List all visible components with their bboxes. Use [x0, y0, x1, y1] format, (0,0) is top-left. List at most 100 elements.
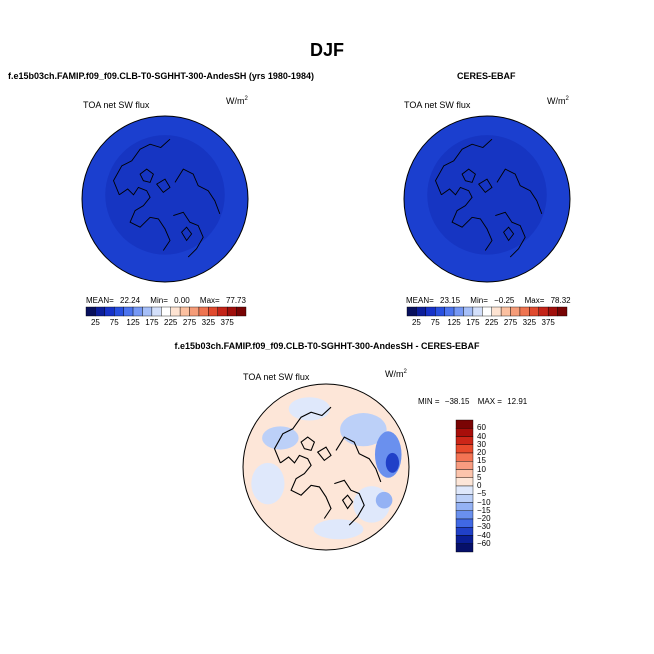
panel-3-colorbar-tick-label: −5 — [477, 489, 487, 499]
panel-2-colorbar-swatch — [557, 306, 568, 317]
panel-2-min-label: Min= — [470, 296, 488, 305]
panel-3-max-value: 12.91 — [507, 397, 528, 406]
coastline — [478, 178, 493, 194]
coastline — [119, 186, 171, 251]
panel-3-colorbar-tick-label: 5 — [477, 472, 482, 482]
panel-2-map-border — [403, 115, 571, 283]
page-title: DJF — [309, 40, 344, 60]
panel-3-colorbar-swatch — [455, 518, 474, 528]
panel-2-max-value: 78.32 — [550, 296, 571, 305]
panel-3-colorbar-tick-label: −60 — [477, 538, 491, 548]
panel-3-colorbar-swatch — [455, 477, 474, 487]
panel-3-colorbar-tick-label: 10 — [477, 464, 486, 474]
panel-2-colorbar-tick-label: 125 — [447, 318, 461, 327]
panel-2-field — [404, 116, 570, 282]
panel-3-colorbar-swatch — [455, 527, 474, 536]
panel-1-field — [82, 116, 248, 282]
panel-3-colorbar-tick-label: −20 — [477, 514, 491, 523]
panel-1-stats: MEAN= 22.24 Min= 0.00 Max= 77.73 — [86, 296, 246, 305]
panel-2-colorbar-tick-label: 275 — [503, 318, 518, 327]
coastline — [495, 211, 526, 258]
panel-2-colorbar-tick-label: 25 — [411, 318, 421, 327]
panel-1-mean-label: MEAN= — [86, 296, 114, 305]
panel-2-colorbar-tick-label: 175 — [466, 318, 480, 327]
panel-3-colorbar-swatch — [455, 452, 474, 462]
panel-2-mean-value: 23.15 — [440, 296, 461, 305]
coastline — [139, 168, 154, 183]
panel-3-max-label: MAX = — [477, 397, 502, 406]
coastline — [174, 168, 221, 215]
coastline — [496, 168, 543, 215]
panel-1-max-value: 77.73 — [225, 296, 246, 305]
panel-1-colorbar-tick-label: 375 — [220, 318, 234, 327]
panel-3-colorbar-tick-label: 30 — [477, 439, 486, 449]
panel-3-colorbar-tick-label: 20 — [477, 448, 486, 457]
panel-1-mean-value: 22.24 — [120, 296, 141, 305]
panel-3-colorbar-swatch — [455, 502, 474, 511]
panel-3-field — [243, 384, 409, 550]
panel-3-colorbar-tick-label: 40 — [477, 431, 486, 441]
panel-2-stats: MEAN= 23.15 Min= −0.25 Max= 78.32 — [406, 296, 571, 305]
panel-1-colorbar-tick-label: 325 — [201, 318, 216, 327]
panel-2-variable-label: TOA net SW flux — [404, 100, 471, 110]
coastline — [181, 226, 193, 242]
panel-3-anomaly-patch — [340, 413, 387, 447]
panel-3-anomaly-patch — [313, 519, 364, 540]
panel-1-min-label: Min= — [150, 296, 168, 305]
panel-3-anomaly-patch — [251, 462, 285, 505]
panel-3-colorbar-tick-label: 15 — [477, 456, 486, 466]
panel-3-min-label: MIN = — [418, 397, 440, 406]
panel-1-title: f.e15b03ch.FAMIP.f09_f09.CLB-T0-SGHHT-30… — [8, 71, 314, 81]
coastline — [113, 138, 171, 195]
panel-3-colorbar-swatch — [455, 444, 474, 454]
panel-3-colorbar-swatch — [455, 535, 474, 544]
panel-1-variable-label: TOA net SW flux — [83, 100, 150, 110]
coastline — [341, 494, 354, 510]
panel-3-stats: MIN = −38.15 MAX = 12.91 — [418, 397, 527, 406]
coastline — [280, 454, 332, 519]
panel-3-colorbar-swatch — [455, 543, 474, 553]
panel-3-min-value: −38.15 — [444, 397, 470, 406]
panel-1-colorbar-tick-label: 125 — [126, 318, 140, 327]
panel-3-map-border — [242, 383, 410, 551]
panel-1-colorbar-tick-label: 225 — [164, 318, 178, 327]
panel-3-colorbar-swatch — [455, 419, 474, 429]
coastline — [441, 186, 493, 251]
panel-1-max-label: Max= — [199, 296, 220, 305]
panel-3-colorbar-swatch — [455, 436, 474, 445]
panel-3-colorbar-swatch — [455, 469, 474, 478]
panel-3-anomaly-patch — [375, 491, 393, 509]
panel-3-colorbar-tick-label: −40 — [477, 530, 491, 540]
panel-3-colorbar-swatch — [455, 461, 474, 470]
panel-3-colorbar-tick-label: 60 — [477, 423, 486, 433]
panel-2-coastlines — [435, 138, 543, 258]
panel-2-units-label: W/m2 — [547, 96, 569, 106]
panel-1-units-label: W/m2 — [226, 96, 248, 106]
panel-2-max-label: Max= — [524, 296, 545, 305]
panel-2-colorbar-tick-label: 225 — [485, 318, 499, 327]
coastline — [316, 446, 332, 462]
panel-2-colorbar-tick-label: 325 — [522, 318, 537, 327]
panel-2-title: CERES-EBAF — [457, 71, 516, 81]
panel-2-min-value: −0.25 — [494, 296, 515, 305]
panel-1-colorbar-swatch — [236, 306, 247, 317]
panel-3-colorbar-swatch — [455, 428, 474, 437]
coastline — [503, 226, 515, 242]
panel-3-colorbar-swatch — [455, 485, 474, 495]
panel-3-colorbar-tick-label: −10 — [477, 497, 491, 507]
panel-3-variable-label: TOA net SW flux — [243, 372, 310, 382]
panel-3-coastlines — [273, 406, 382, 526]
panel-2-colorbar-tick-label: 75 — [430, 318, 440, 327]
panel-3-colorbar-tick-label: −15 — [477, 505, 491, 515]
panel-3-title: f.e15b03ch.FAMIP.f09_f09.CLB-T0-SGHHT-30… — [174, 341, 480, 351]
panel-3-anomaly-patch — [385, 452, 400, 473]
panel-1-colorbar-tick-label: 25 — [90, 318, 100, 327]
panel-3-colorbar-tick-label: 0 — [477, 481, 482, 490]
coastline — [334, 479, 365, 526]
coastline — [300, 436, 316, 452]
